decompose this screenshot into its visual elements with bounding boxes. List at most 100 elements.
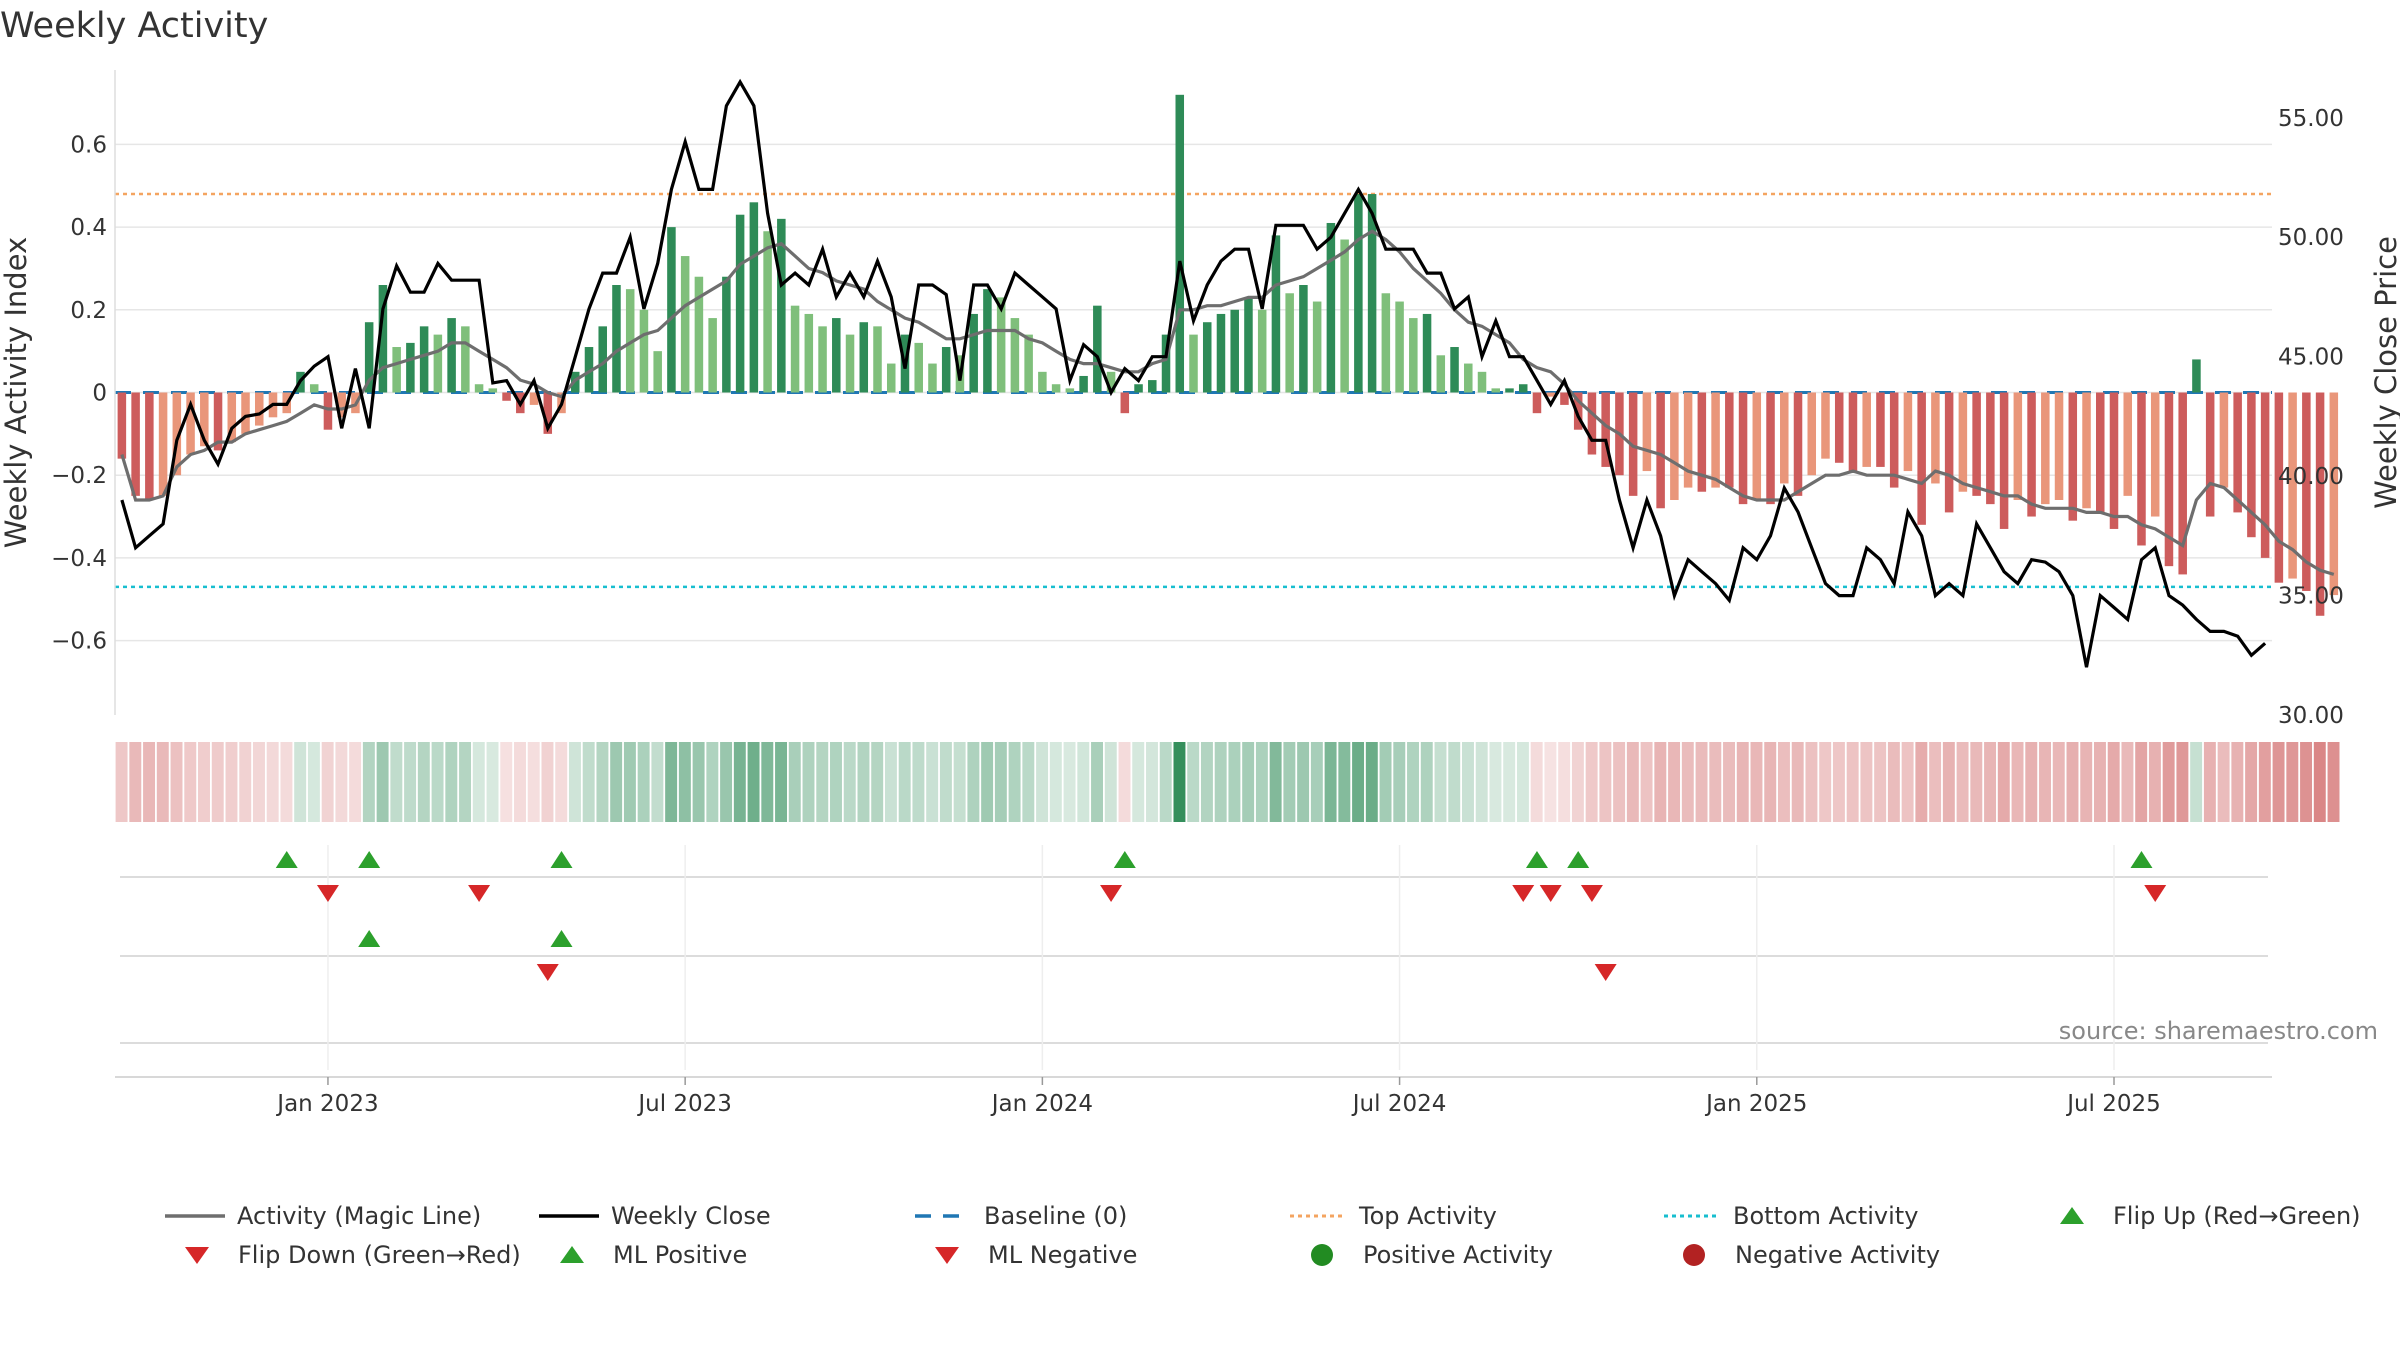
heatstrip-cell bbox=[1530, 742, 1543, 822]
activity-bar bbox=[2096, 392, 2105, 513]
heatstrip-cell bbox=[843, 742, 856, 822]
heatstrip-cell bbox=[555, 742, 568, 822]
activity-bar bbox=[1038, 371, 1047, 393]
heatstrip-cell bbox=[211, 742, 224, 822]
activity-bar bbox=[2027, 392, 2036, 517]
activity-bar bbox=[241, 392, 250, 434]
activity-bar bbox=[227, 392, 237, 443]
activity-bar bbox=[777, 218, 786, 393]
heatstrip-cell bbox=[1723, 742, 1735, 822]
heatstrip-cell bbox=[198, 742, 210, 822]
heatstrip-cell bbox=[335, 742, 348, 822]
activity-bar bbox=[474, 384, 484, 393]
activity-bar bbox=[625, 289, 635, 393]
heatstrip-cell bbox=[2039, 742, 2051, 822]
y-right-tick-label: 50.00 bbox=[2278, 225, 2344, 251]
heatstrip-cell bbox=[1778, 742, 1790, 822]
activity-bar bbox=[1725, 392, 1734, 488]
activity-bar bbox=[529, 392, 539, 405]
heatstrip-cell bbox=[1942, 742, 1955, 822]
activity-bar bbox=[2109, 392, 2119, 529]
activity-bar bbox=[639, 309, 649, 393]
flip-down-marker bbox=[1512, 885, 1535, 902]
heatstrip-cell bbox=[2327, 742, 2340, 822]
activity-bar bbox=[1065, 388, 1075, 393]
heatstrip-cell bbox=[1475, 742, 1488, 822]
heatstrip-cell bbox=[2258, 742, 2271, 822]
activity-bar bbox=[722, 276, 731, 393]
heatstrip-cell bbox=[1736, 742, 1749, 822]
heatstrip-cell bbox=[2217, 742, 2230, 822]
activity-bar bbox=[1670, 392, 1679, 500]
x-tick-label: Jul 2023 bbox=[636, 1091, 732, 1117]
activity-bar bbox=[1422, 313, 1432, 393]
heatstrip-cell bbox=[280, 742, 293, 822]
heatstrip-cell bbox=[788, 742, 801, 822]
activity-bar bbox=[1601, 392, 1610, 467]
activity-bar bbox=[2219, 392, 2229, 488]
heatstrip-cell bbox=[596, 742, 609, 822]
x-tick-label: Jan 2023 bbox=[275, 1091, 378, 1117]
heatstrip-cell bbox=[953, 742, 966, 822]
heatstrip-cell bbox=[2272, 742, 2285, 822]
activity-bar bbox=[1244, 297, 1253, 393]
heatstrip-cell bbox=[926, 742, 939, 822]
activity-bar bbox=[1326, 222, 1336, 393]
flip-down-marker bbox=[1580, 885, 1603, 902]
activity-bar bbox=[1889, 392, 1899, 488]
legend-triangle-up bbox=[2060, 1207, 2084, 1224]
heatstrip-cell bbox=[884, 742, 897, 822]
activity-bar bbox=[213, 392, 223, 451]
legend: Activity (Magic Line) Weekly Close Baselin… bbox=[165, 1202, 2361, 1269]
activity-bar bbox=[1518, 384, 1528, 393]
x-tick-label: Jul 2025 bbox=[2065, 1091, 2161, 1117]
heatstrip-cell bbox=[2052, 742, 2065, 822]
heatstrip-cell bbox=[1159, 742, 1172, 822]
legend-label: Activity (Magic Line) bbox=[237, 1202, 481, 1230]
heatstrip-cell bbox=[2011, 742, 2024, 822]
legend-item: Activity (Magic Line) bbox=[165, 1202, 481, 1230]
activity-bar bbox=[735, 214, 745, 393]
activity-bar bbox=[1656, 392, 1665, 509]
heatstrip-cell bbox=[1132, 742, 1145, 822]
activity-bar bbox=[323, 392, 333, 430]
legend-item: Top Activity bbox=[1290, 1202, 1497, 1230]
heatstrip-cell bbox=[665, 742, 678, 822]
heatstrip-cell bbox=[2203, 742, 2216, 822]
heatstrip-cell bbox=[912, 742, 925, 822]
heatstrip-cell bbox=[1091, 742, 1103, 822]
activity-bar bbox=[1010, 318, 1020, 393]
activity-bar bbox=[1738, 392, 1748, 505]
activity-bar bbox=[543, 392, 553, 434]
heatstrip-cell bbox=[871, 742, 884, 822]
legend-dot bbox=[1311, 1244, 1333, 1266]
heatstrip-cell bbox=[1393, 742, 1406, 822]
y-right-tick-label: 30.00 bbox=[2278, 703, 2344, 729]
activity-bar bbox=[337, 392, 346, 418]
heatstrip-cell bbox=[390, 742, 403, 822]
activity-bar bbox=[2233, 392, 2242, 513]
activity-bar bbox=[969, 313, 978, 393]
heatstrip-cell bbox=[1516, 742, 1529, 822]
flip-up-marker bbox=[2130, 851, 2153, 868]
activity-bar bbox=[1134, 384, 1143, 393]
heatstrip-cell bbox=[2107, 742, 2120, 822]
heatstrip-cell bbox=[1984, 742, 1997, 822]
heatstrip-cell bbox=[1063, 742, 1076, 822]
heatstrip-cell bbox=[115, 742, 128, 822]
heatstrip-cell bbox=[1640, 742, 1653, 822]
activity-bar bbox=[2260, 392, 2270, 558]
activity-bar bbox=[364, 322, 374, 393]
activity-bar bbox=[1807, 392, 1817, 476]
activity-bar bbox=[1051, 384, 1061, 393]
heatstrip-cell bbox=[857, 742, 870, 822]
heatstrip-cell bbox=[1324, 742, 1337, 822]
flip-markers bbox=[120, 845, 2268, 1070]
activity-bar bbox=[1780, 392, 1789, 484]
heatstrip-cell bbox=[1242, 742, 1255, 822]
y-left-tick-label: 0.4 bbox=[70, 215, 107, 241]
activity-bar bbox=[763, 231, 772, 393]
heatstrip-cell bbox=[1022, 742, 1035, 822]
activity-bar bbox=[1216, 313, 1226, 393]
legend-label: Baseline (0) bbox=[984, 1202, 1127, 1230]
